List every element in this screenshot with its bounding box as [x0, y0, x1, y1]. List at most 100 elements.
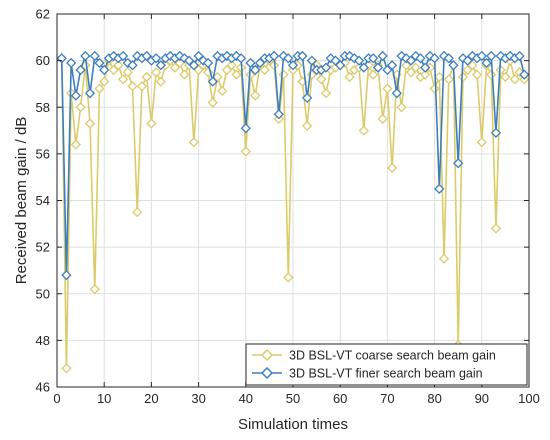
- data-point: [240, 146, 251, 157]
- data-point: [56, 53, 67, 64]
- x-tick-label: 30: [191, 391, 205, 406]
- y-tick-label: 54: [36, 193, 50, 208]
- x-tick-label: 80: [427, 391, 441, 406]
- data-point: [80, 50, 91, 62]
- data-point: [302, 92, 313, 104]
- data-point: [462, 55, 473, 66]
- data-point: [75, 102, 86, 113]
- data-point: [217, 85, 228, 97]
- data-point: [66, 57, 77, 69]
- data-point: [240, 123, 251, 134]
- data-point: [297, 50, 308, 62]
- data-point: [500, 71, 511, 83]
- x-tick-label: 10: [97, 391, 111, 406]
- data-point: [287, 60, 299, 71]
- data-point: [325, 53, 336, 64]
- data-point: [61, 363, 72, 374]
- data-point: [193, 64, 204, 76]
- data-point: [476, 137, 487, 148]
- data-point: [132, 207, 143, 218]
- data-point: [245, 69, 256, 80]
- data-point: [250, 90, 261, 101]
- data-point: [457, 71, 469, 83]
- data-point: [486, 50, 497, 62]
- data-point: [117, 50, 129, 62]
- data-point: [226, 60, 237, 71]
- data-point: [174, 50, 185, 62]
- x-tick-label: 100: [518, 391, 540, 406]
- data-point: [89, 50, 100, 62]
- data-point: [306, 55, 317, 66]
- data-point: [457, 53, 469, 64]
- data-point: [448, 60, 459, 71]
- data-point: [490, 223, 502, 234]
- data-point: [410, 62, 421, 73]
- data-point: [169, 62, 181, 73]
- y-tick-label: 58: [36, 100, 50, 115]
- data-point: [283, 53, 294, 64]
- data-point: [221, 50, 233, 62]
- data-point: [368, 53, 379, 64]
- data-point: [320, 62, 332, 73]
- data-point: [429, 83, 440, 94]
- data-point: [188, 60, 199, 71]
- data-point: [269, 50, 280, 62]
- data-point: [405, 55, 417, 66]
- data-point: [420, 69, 431, 80]
- data-point: [174, 57, 185, 69]
- data-point: [94, 57, 105, 69]
- data-point: [113, 60, 124, 71]
- data-point: [438, 50, 450, 62]
- data-point: [377, 50, 388, 62]
- y-tick-label: 46: [36, 380, 50, 395]
- y-tick-label: 60: [36, 53, 50, 68]
- x-tick-label: 70: [380, 391, 394, 406]
- data-point: [61, 269, 72, 281]
- data-point: [471, 69, 483, 80]
- x-tick-label: 50: [286, 391, 300, 406]
- data-point: [481, 57, 492, 69]
- data-point: [207, 76, 218, 87]
- y-tick-label: 48: [36, 333, 50, 348]
- y-tick-label: 50: [36, 286, 50, 301]
- x-tick-label: 40: [239, 391, 253, 406]
- data-point: [462, 64, 473, 76]
- legend-label-coarse: 3D BSL-VT coarse search beam gain: [289, 349, 496, 363]
- data-point: [141, 50, 152, 62]
- data-point: [368, 69, 379, 80]
- data-point: [70, 139, 81, 150]
- data-point: [283, 272, 294, 283]
- data-point: [122, 57, 133, 69]
- data-point: [434, 183, 445, 194]
- legend-box: [245, 343, 528, 386]
- data-point: [273, 109, 284, 120]
- data-point: [151, 67, 162, 78]
- data-point: [396, 102, 407, 113]
- series-1: [56, 50, 530, 281]
- data-point: [84, 88, 96, 99]
- axis-ticks: 0 10 20 30 40 50 60 70 80 90 100 46 48 50 52 54 56 58 60 62: [36, 7, 540, 407]
- data-point: [155, 76, 166, 87]
- data-point: [202, 57, 214, 69]
- data-point: [495, 64, 506, 76]
- data-point: [486, 69, 497, 80]
- data-point: [476, 50, 487, 62]
- data-point: [358, 62, 369, 73]
- data-point: [490, 127, 502, 139]
- data-point: [453, 158, 464, 169]
- data-point: [122, 67, 133, 78]
- data-point: [184, 55, 195, 66]
- data-point: [387, 60, 398, 71]
- data-point: [353, 55, 365, 66]
- data-point: [99, 76, 110, 87]
- data-point: [70, 90, 81, 101]
- data-point: [254, 57, 266, 69]
- data-point: [443, 53, 454, 64]
- data-point: [231, 50, 242, 62]
- data-point: [372, 62, 384, 73]
- data-point: [330, 55, 341, 66]
- data-point: [75, 64, 86, 76]
- data-point: [443, 74, 454, 85]
- data-point: [514, 50, 525, 62]
- data-point: [316, 74, 327, 85]
